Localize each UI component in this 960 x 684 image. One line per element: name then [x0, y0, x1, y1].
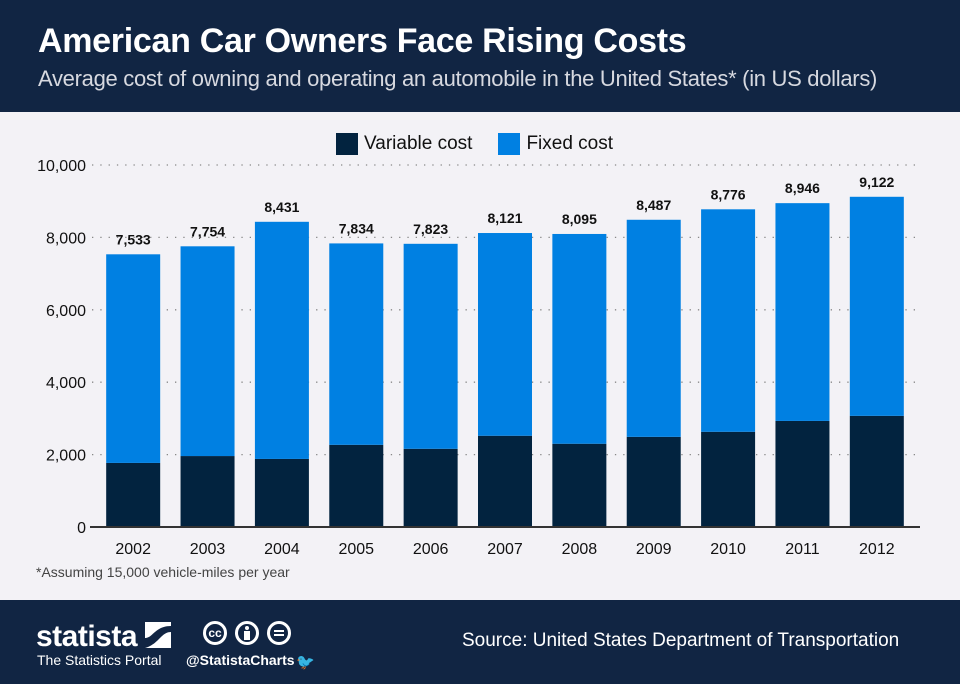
bar-fixed-cost: [403, 243, 458, 449]
no-derivatives-icon[interactable]: [267, 621, 291, 645]
legend: Variable cost Fixed cost: [336, 133, 639, 155]
chart-subtitle: Average cost of owning and operating an …: [38, 66, 878, 91]
attribution-icon[interactable]: [235, 621, 259, 645]
y-tick-label: 0: [77, 520, 86, 537]
twitter-bird-icon[interactable]: 🐦: [296, 654, 315, 671]
data-label: 7,823: [413, 221, 448, 237]
x-tick-label: 2003: [190, 541, 226, 558]
bar-variable-cost: [626, 436, 681, 527]
source-text: Source: United States Department of Tran…: [462, 630, 900, 651]
bar-variable-cost: [478, 435, 532, 527]
bar-variable-cost: [254, 458, 309, 527]
bar-variable-cost: [403, 448, 458, 527]
cc-icon[interactable]: cc: [203, 621, 227, 645]
x-tick-label: 2006: [413, 541, 449, 558]
legend-label-fixed: Fixed cost: [526, 133, 614, 154]
x-tick-label: 2005: [338, 541, 374, 558]
bar-fixed-cost: [701, 209, 756, 432]
y-tick-label: 8,000: [46, 230, 86, 247]
bar-chart: 0 2,000 4,000 6,000 8,000 10,000 7,533 2002 7,75…: [37, 158, 920, 558]
x-tick-label: 2010: [710, 541, 746, 558]
bar-fixed-cost: [626, 219, 681, 437]
x-tick-label: 2009: [636, 541, 672, 558]
twitter-handle[interactable]: @StatistaCharts: [186, 652, 295, 668]
bar-variable-cost: [552, 443, 607, 527]
data-label: 8,487: [636, 197, 671, 213]
footer: statista The Statistics Portal cc @Stati…: [0, 600, 960, 684]
y-tick-label: 4,000: [46, 375, 86, 392]
bar-variable-cost: [701, 431, 756, 527]
bar-fixed-cost: [329, 243, 384, 445]
bar-variable-cost: [775, 420, 830, 527]
y-tick-label: 6,000: [46, 303, 86, 320]
bar-fixed-cost: [775, 203, 830, 421]
bar-fixed-cost: [254, 221, 309, 459]
statista-tagline: The Statistics Portal: [37, 652, 162, 668]
y-tick-label: 2,000: [46, 448, 86, 465]
footnote: *Assuming 15,000 vehicle-miles per year: [36, 564, 290, 580]
y-tick-label: 10,000: [37, 158, 86, 175]
data-label: 8,095: [562, 211, 597, 227]
data-label: 9,122: [859, 174, 894, 190]
bar-variable-cost: [106, 462, 161, 527]
bar-fixed-cost: [106, 254, 161, 463]
statista-logo-icon: [145, 622, 171, 648]
data-label: 8,946: [785, 180, 820, 196]
bar-fixed-cost: [180, 246, 235, 457]
legend-item-variable: Variable cost: [336, 133, 472, 155]
bar-fixed-cost: [552, 233, 607, 444]
bar-variable-cost: [180, 456, 235, 527]
bar-fixed-cost: [478, 233, 532, 436]
data-label: 8,431: [264, 199, 299, 215]
x-tick-label: 2011: [785, 541, 820, 558]
legend-swatch-variable: [336, 133, 358, 155]
statista-logo-text: statista: [36, 620, 138, 653]
bar-variable-cost: [849, 415, 904, 527]
data-label: 7,754: [190, 223, 225, 239]
x-tick-label: 2007: [487, 541, 523, 558]
data-label: 8,776: [711, 186, 746, 202]
data-label: 8,121: [487, 210, 522, 226]
x-tick-label: 2002: [115, 541, 151, 558]
x-tick-label: 2008: [562, 541, 598, 558]
x-tick-label: 2004: [264, 541, 300, 558]
legend-label-variable: Variable cost: [364, 133, 473, 154]
bar-fixed-cost: [849, 196, 904, 416]
header: American Car Owners Face Rising Costs Av…: [0, 0, 960, 112]
x-tick-label: 2012: [859, 541, 895, 558]
legend-swatch-fixed: [498, 133, 521, 155]
data-label: 7,834: [339, 220, 374, 236]
legend-item-fixed: Fixed cost: [498, 133, 613, 155]
data-label: 7,533: [116, 231, 151, 247]
bar-variable-cost: [329, 444, 384, 527]
chart-title: American Car Owners Face Rising Costs: [38, 22, 687, 60]
